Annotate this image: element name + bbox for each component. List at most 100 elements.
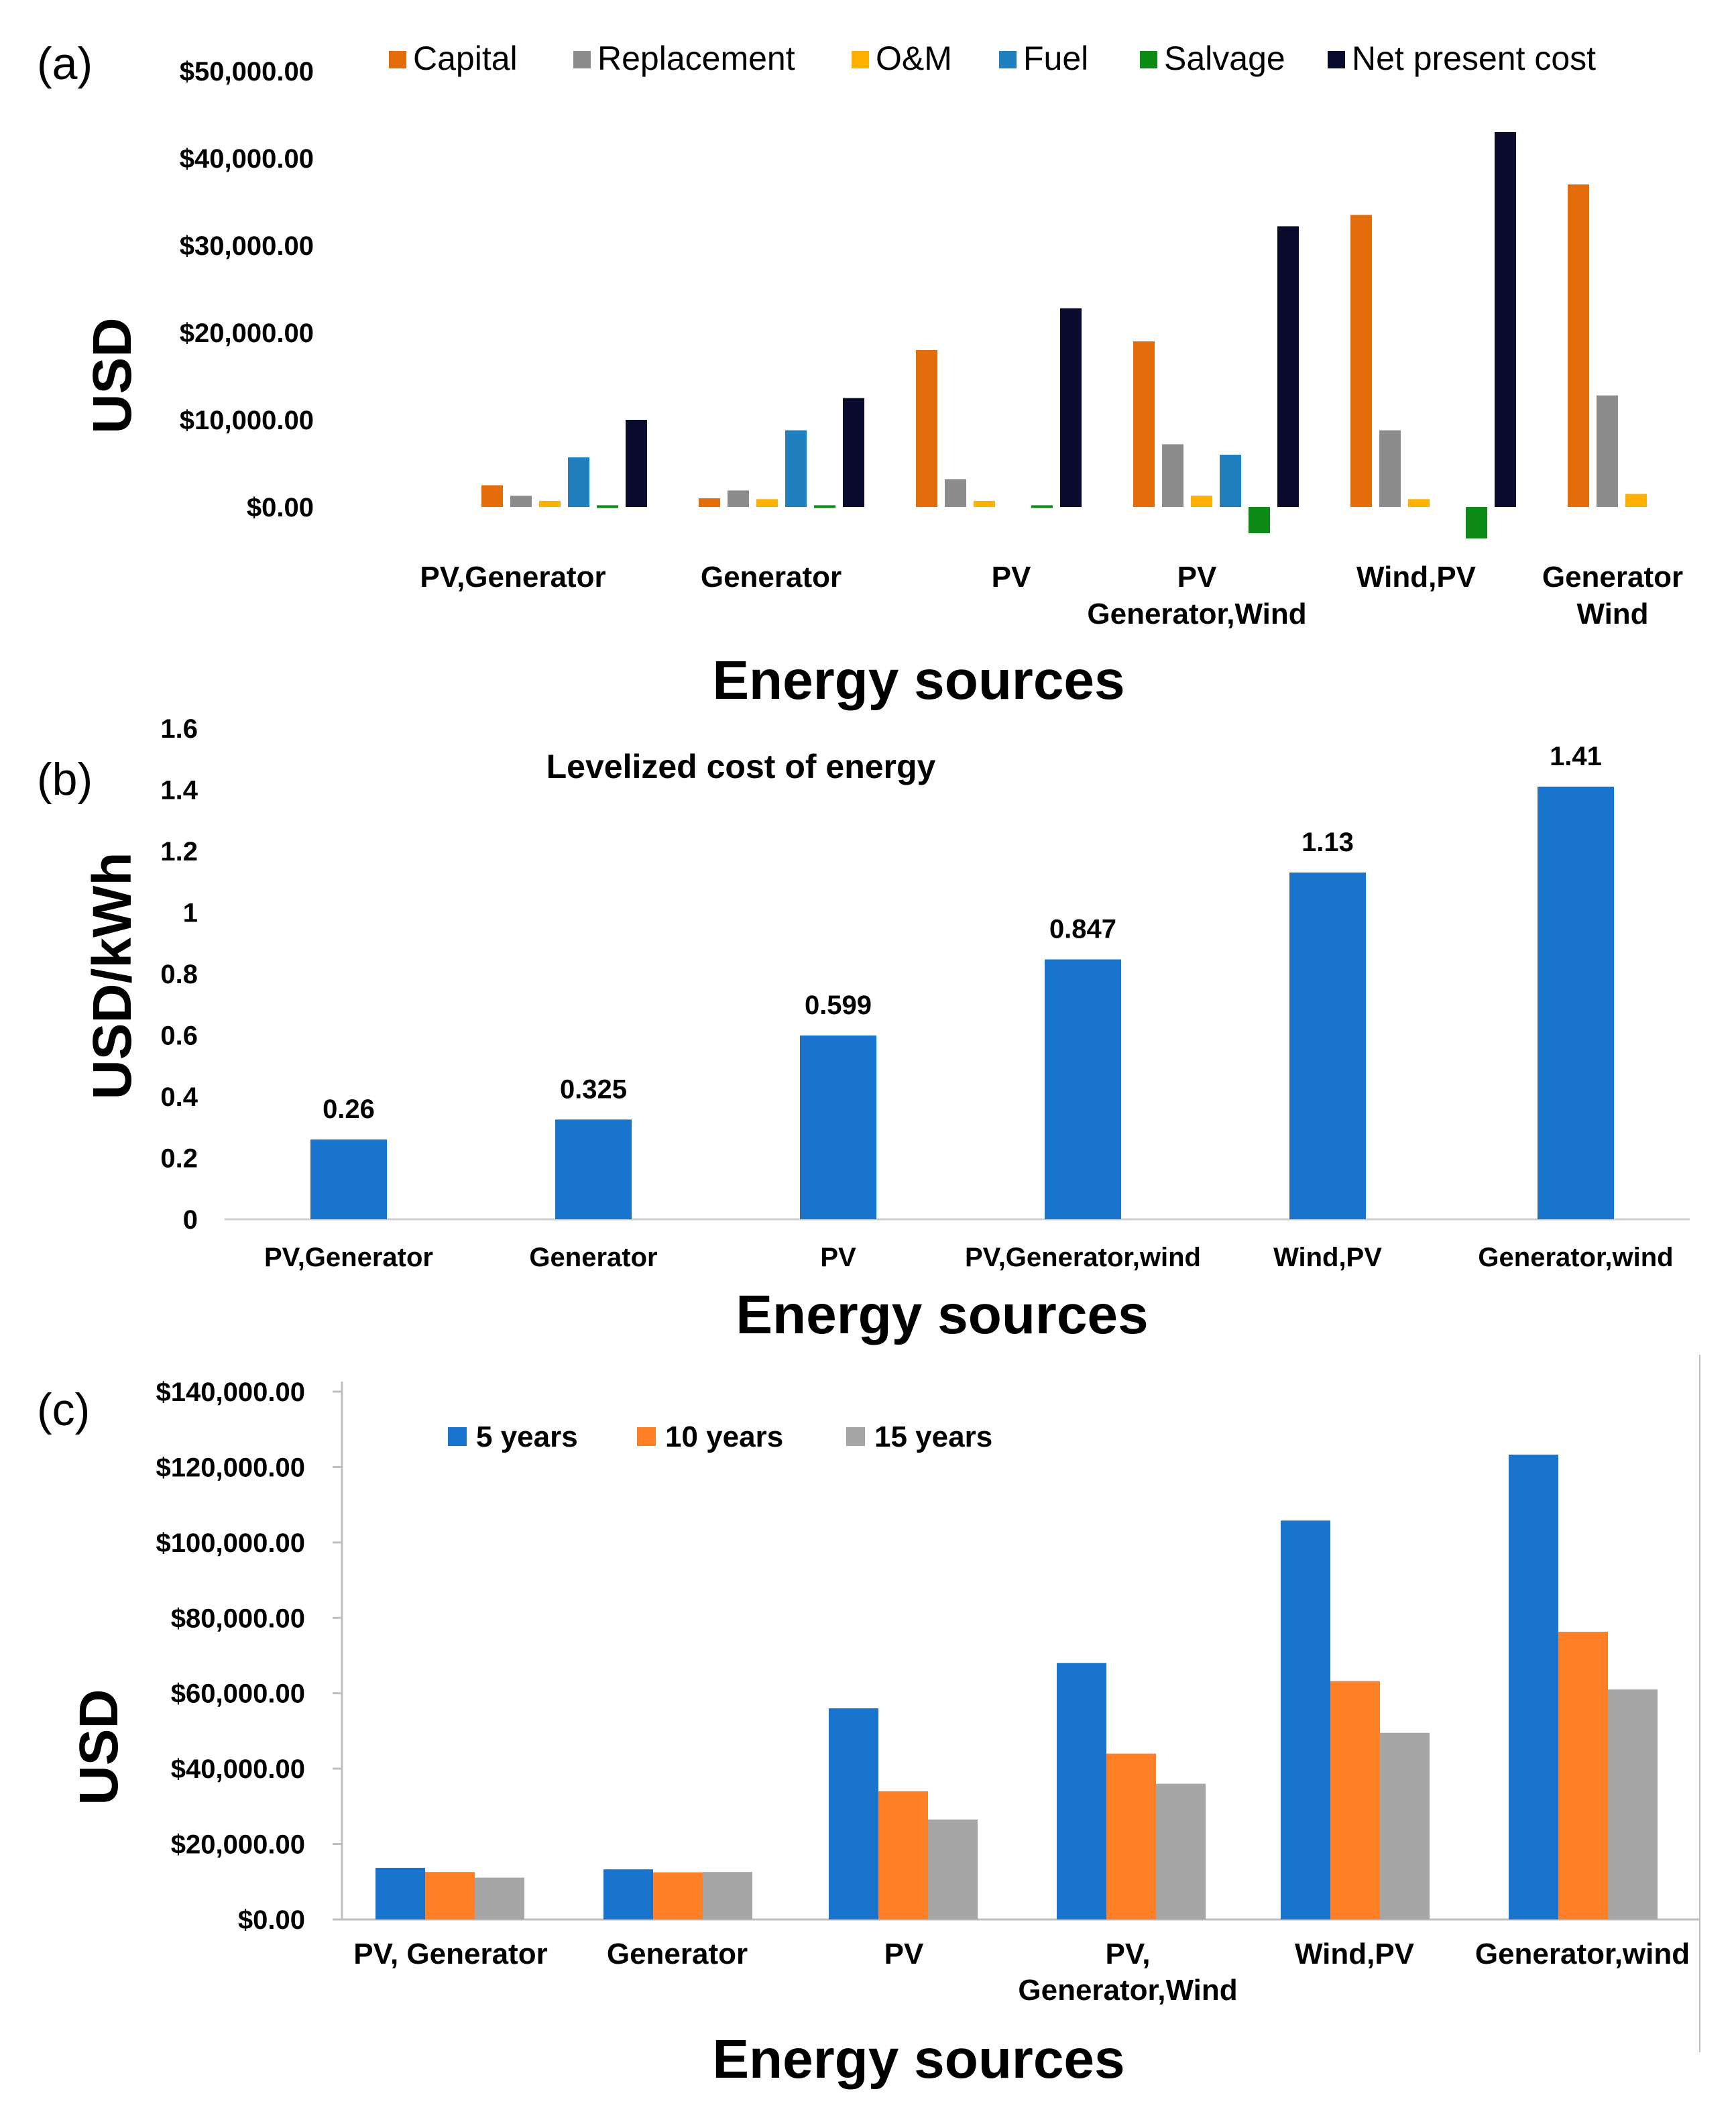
y-axis-ticks-b: 0 0.2 0.4 0.6 0.8 1 1.2 1.4 1.6 <box>160 714 198 1235</box>
x-category-label: Generator,wind <box>1478 1243 1673 1272</box>
x-category-label: PV <box>884 1938 924 1970</box>
data-labels-b: 0.26 0.325 0.599 0.847 1.13 1.41 <box>323 742 1602 1124</box>
bar-replacement-wind-pv <box>1379 430 1401 507</box>
legend-label-salvage: Salvage <box>1164 40 1285 77</box>
y-tick-label: 1.2 <box>160 837 198 867</box>
bar-pv-generator-wind <box>1045 959 1121 1219</box>
bar-5-years-pv-generator <box>375 1867 425 1919</box>
x-category-label: Generator,Wind <box>1087 598 1306 630</box>
bar-replacement-generator-wind <box>1597 395 1618 507</box>
x-category-label: PV, <box>1106 1938 1151 1970</box>
legend-swatch-5-years <box>448 1427 467 1446</box>
bar-o-m-wind-pv <box>1408 499 1430 507</box>
bar-5-years-pv <box>829 1708 878 1919</box>
legend-a: Capital Replacement O&M Fuel Salvage Net pres… <box>389 40 1596 77</box>
bars-a <box>481 132 1647 539</box>
bar-capital-pv <box>916 350 937 507</box>
y-tick-label: $30,000.00 <box>180 231 314 261</box>
panel-label-a: (a) <box>37 38 93 89</box>
y-axis-ticks-c: $0.00 $20,000.00 $40,000.00 $60,000.00 $80,0… <box>156 1378 342 1935</box>
bar-10-years-pv-generator <box>425 1872 475 1919</box>
legend-swatch-15-years <box>846 1427 865 1446</box>
bar-pv-generator <box>310 1139 387 1219</box>
bar-net-present-cost-wind-pv <box>1495 132 1516 507</box>
bar-fuel-pv-generator <box>568 457 589 507</box>
bar-replacement-pv-generator <box>510 496 532 507</box>
legend-label-capital: Capital <box>413 40 518 77</box>
legend-label-o-m: O&M <box>876 40 952 77</box>
legend-swatch-fuel <box>999 51 1017 68</box>
legend-swatch-10-years <box>637 1427 656 1446</box>
bar-fuel-pv-generator-wind <box>1220 455 1241 507</box>
y-axis-title-a: USD <box>82 317 143 433</box>
bar-5-years-generator-wind <box>1509 1454 1558 1919</box>
panel-b: (b) Levelized cost of energy 00.20.40.60… <box>37 714 1690 1345</box>
bar-salvage-generator <box>814 505 835 508</box>
bar-replacement-pv <box>945 479 966 507</box>
bars-b <box>310 786 1614 1219</box>
x-category-label: Wind,PV <box>1356 561 1477 594</box>
bar-net-present-cost-generator <box>843 398 864 507</box>
x-axis-categories-c: PV, Generator Generator PV PV, Generator,Win… <box>353 1938 1690 2007</box>
panel-c: (c) 5 years 10 years 15 years $0.00 $20,000… <box>37 1355 1700 2090</box>
bar-pv <box>800 1035 876 1219</box>
y-axis-title-c: USD <box>68 1689 129 1805</box>
data-label-pv-generator-wind: 0.847 <box>1049 914 1116 944</box>
bar-fuel-generator <box>785 430 807 507</box>
bar-10-years-pv <box>878 1791 928 1919</box>
chart-title-b: Levelized cost of energy <box>546 748 936 785</box>
bar-capital-generator-wind <box>1568 184 1589 507</box>
x-category-label: Wind,PV <box>1273 1243 1382 1272</box>
x-category-label: Generator <box>529 1243 657 1272</box>
x-axis-title-a: Energy sources <box>712 650 1124 711</box>
bar-salvage-pv <box>1031 505 1053 508</box>
bar-10-years-pv-generator-wind <box>1106 1753 1156 1919</box>
bar-salvage-pv-generator <box>597 505 618 508</box>
y-tick-label: $140,000.00 <box>156 1378 305 1407</box>
bar-15-years-pv-generator <box>475 1877 524 1919</box>
x-category-label: PV,Generator,wind <box>965 1243 1201 1272</box>
bar-capital-generator <box>699 498 720 507</box>
bar-15-years-wind-pv <box>1380 1732 1430 1919</box>
bar-o-m-pv-generator-wind <box>1191 496 1212 507</box>
y-tick-label: $100,000.00 <box>156 1528 305 1558</box>
panel-label-b: (b) <box>37 754 93 805</box>
x-category-label: PV <box>1177 561 1217 594</box>
y-tick-label: 1.4 <box>160 776 198 805</box>
legend-label-replacement: Replacement <box>597 40 795 77</box>
bar-10-years-wind-pv <box>1330 1681 1380 1919</box>
bars-c <box>375 1454 1658 1919</box>
x-axis-title-c: Energy sources <box>712 2029 1124 2090</box>
x-category-label: Wind <box>1576 598 1648 630</box>
bar-5-years-generator <box>603 1869 653 1919</box>
bar-capital-pv-generator-wind <box>1133 341 1155 507</box>
bar-10-years-generator-wind <box>1558 1632 1608 1919</box>
y-tick-label: $40,000.00 <box>171 1754 305 1784</box>
bar-net-present-cost-pv <box>1060 308 1082 507</box>
y-tick-label: 0.4 <box>160 1082 198 1112</box>
bar-generator <box>555 1119 632 1219</box>
bar-replacement-pv-generator-wind <box>1162 444 1183 507</box>
bar-net-present-cost-pv-generator <box>626 420 647 507</box>
y-tick-label: $10,000.00 <box>180 406 314 435</box>
bar-capital-pv-generator <box>481 485 503 507</box>
x-category-label: Generator,Wind <box>1018 1974 1237 2007</box>
legend-swatch-capital <box>389 51 406 68</box>
y-tick-label: 1 <box>183 899 198 928</box>
bar-o-m-pv <box>974 500 995 507</box>
x-axis-categories-b: PV,Generator Generator PV PV,Generator,wind… <box>264 1243 1674 1272</box>
legend-swatch-salvage <box>1140 51 1157 68</box>
legend-swatch-o-m <box>852 51 869 68</box>
y-tick-label: 0.8 <box>160 960 198 989</box>
bar-10-years-generator <box>653 1872 703 1919</box>
y-tick-label: $60,000.00 <box>171 1679 305 1709</box>
x-category-label: Generator <box>701 561 842 594</box>
x-category-label: PV <box>992 561 1031 594</box>
x-category-label: PV, Generator <box>353 1938 547 1970</box>
y-tick-label: $20,000.00 <box>180 319 314 348</box>
x-axis-title-b: Energy sources <box>736 1284 1148 1345</box>
y-tick-label: 0 <box>183 1205 198 1235</box>
bar-5-years-wind-pv <box>1281 1520 1330 1919</box>
y-tick-label: $40,000.00 <box>180 144 314 174</box>
